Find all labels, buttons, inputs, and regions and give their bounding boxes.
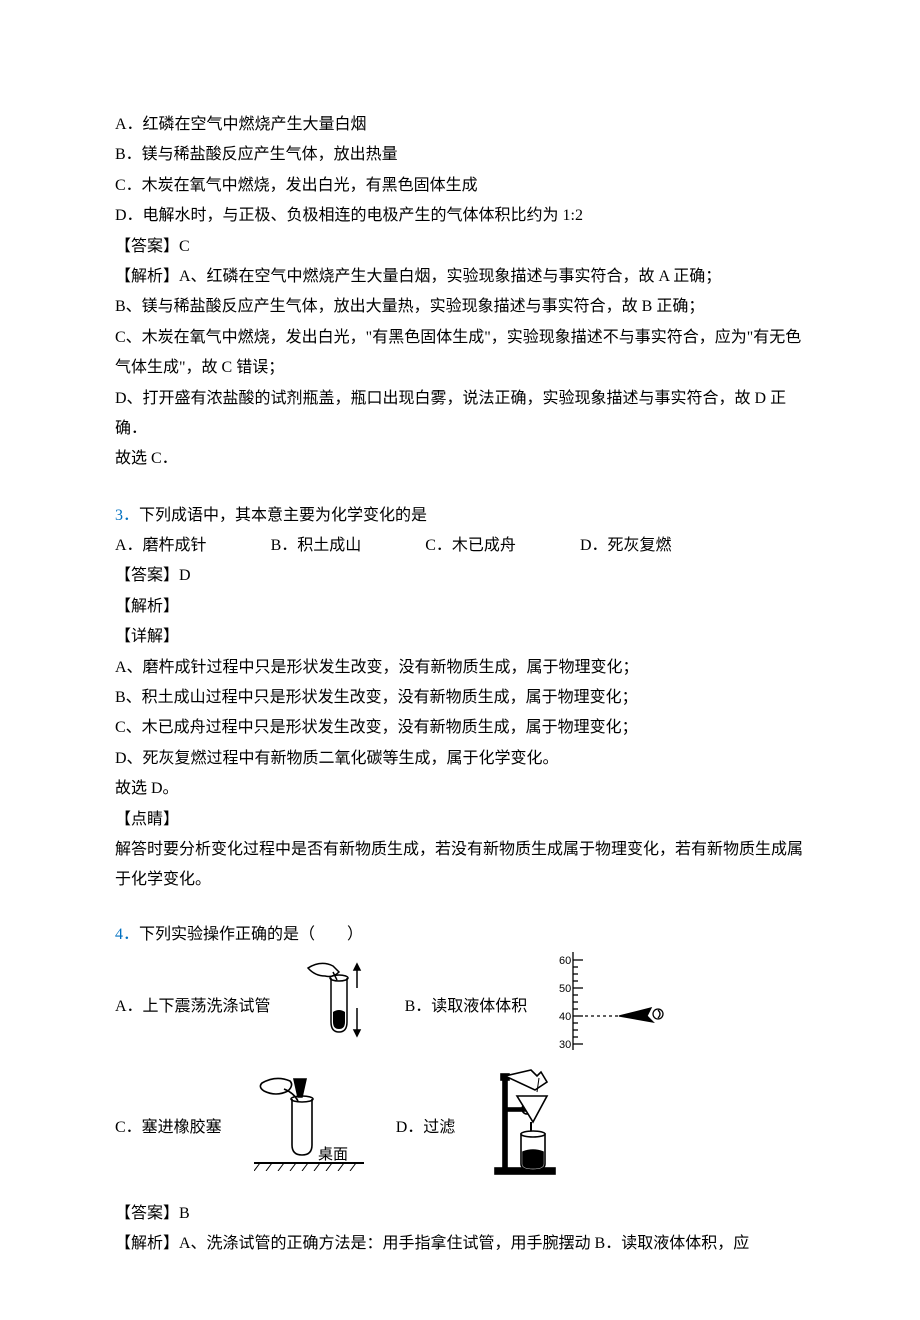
q3-answer: 【答案】D xyxy=(115,561,805,591)
q4-stem: 4．下列实验操作正确的是（ ） xyxy=(115,920,805,950)
filtration-icon xyxy=(487,1068,577,1189)
q3-option-b: B．积土成山 xyxy=(271,531,362,561)
q2-explain-line-5: 故选 C． xyxy=(115,444,805,474)
q2-option-a: A．红磷在空气中燃烧产生大量白烟 xyxy=(115,110,805,140)
cyl-tick-60: 60 xyxy=(559,955,571,967)
q4-option-d-label: D．过滤 xyxy=(396,1113,456,1143)
q3-detail-label: 【详解】 xyxy=(115,622,805,652)
q2-explain-line-1: 【解析】A、红磷在空气中燃烧产生大量白烟，实验现象描述与事实符合，故 A 正确； xyxy=(115,262,805,292)
q3-number: 3． xyxy=(115,507,139,524)
q3-stem: 3．下列成语中，其本意主要为化学变化的是 xyxy=(115,501,805,531)
q2-option-d: D．电解水时，与正极、负极相连的电极产生的气体体积比约为 1:2 xyxy=(115,201,805,231)
q3-dianjing-label: 【点睛】 xyxy=(115,805,805,835)
q3-detail-line-1: A、磨杵成针过程中只是形状发生改变，没有新物质生成，属于物理变化； xyxy=(115,653,805,683)
q3-options-row: A．磨杵成针 B．积土成山 C．木已成舟 D．死灰复燃 xyxy=(115,531,805,561)
q3-detail-line-2: B、积土成山过程中只是形状发生改变，没有新物质生成，属于物理变化； xyxy=(115,683,805,713)
q2-option-c: C．木炭在氧气中燃烧，发出白光，有黑色固体生成 xyxy=(115,171,805,201)
q4-number: 4． xyxy=(115,926,139,943)
cyl-tick-40: 40 xyxy=(559,1011,571,1023)
q3-option-a: A．磨杵成针 xyxy=(115,531,207,561)
q3-dianjing-text: 解答时要分析变化过程中是否有新物质生成，若没有新物质生成属于物理变化，若有新物质… xyxy=(115,835,805,896)
q3-detail-line-3: C、木已成舟过程中只是形状发生改变，没有新物质生成，属于物理变化； xyxy=(115,713,805,743)
q4-explain: 【解析】A、洗涤试管的正确方法是：用手指拿住试管，用手腕摆动 B．读取液体体积，… xyxy=(115,1229,805,1259)
desk-label: 桌面 xyxy=(318,1146,348,1163)
q4-option-b-label: B．读取液体体积 xyxy=(405,992,528,1022)
q3-detail-line-5: 故选 D。 xyxy=(115,774,805,804)
q3-stem-text: 下列成语中，其本意主要为化学变化的是 xyxy=(139,507,427,524)
graduated-cylinder-icon: 60 50 40 30 xyxy=(559,952,669,1061)
q2-explain-line-3: C、木炭在氧气中燃烧，发出白光，"有黑色固体生成"，实验现象描述不与事实符合，应… xyxy=(115,323,805,384)
test-tube-shake-icon xyxy=(303,958,373,1055)
q2-explain-line-4: D、打开盛有浓盐酸的试剂瓶盖，瓶口出现白雾，说法正确，实验现象描述与事实符合，故… xyxy=(115,384,805,445)
q4-option-a-label: A．上下震荡洗涤试管 xyxy=(115,992,271,1022)
q4-option-c-label: C．塞进橡胶塞 xyxy=(115,1113,222,1143)
q2-answer: 【答案】C xyxy=(115,232,805,262)
q3-explain-label: 【解析】 xyxy=(115,592,805,622)
q3-detail-line-4: D、死灰复燃过程中有新物质二氧化碳等生成，属于化学变化。 xyxy=(115,744,805,774)
document-page: A．红磷在空气中燃烧产生大量白烟 B．镁与稀盐酸反应产生气体，放出热量 C．木炭… xyxy=(0,0,920,1320)
q4-row-cd: C．塞进橡胶塞 桌面 D．过滤 xyxy=(115,1068,805,1189)
q2-explain-line-2: B、镁与稀盐酸反应产生气体，放出大量热，实验现象描述与事实符合，故 B 正确； xyxy=(115,292,805,322)
q4-answer: 【答案】B xyxy=(115,1199,805,1229)
cyl-tick-30: 30 xyxy=(559,1039,571,1050)
cyl-tick-50: 50 xyxy=(559,983,571,995)
q2-option-b: B．镁与稀盐酸反应产生气体，放出热量 xyxy=(115,140,805,170)
q4-row-ab: A．上下震荡洗涤试管 B．读取液体体积 xyxy=(115,952,805,1061)
q4-stem-text: 下列实验操作正确的是（ ） xyxy=(139,926,363,943)
q3-option-c: C．木已成舟 xyxy=(425,531,516,561)
q3-option-d: D．死灰复燃 xyxy=(580,531,672,561)
rubber-stopper-icon: 桌面 xyxy=(254,1075,364,1182)
